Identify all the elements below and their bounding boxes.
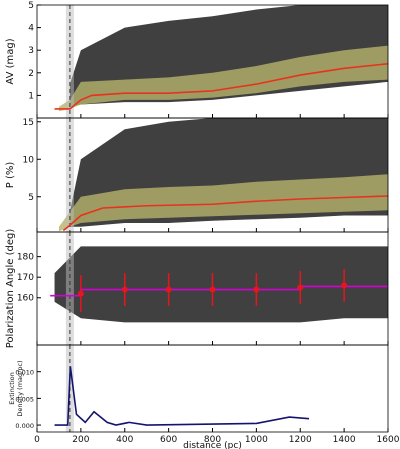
x-tick-label: 0 [34, 435, 40, 445]
line [50, 285, 388, 297]
x-axis-label: distance (pc) [183, 441, 242, 449]
line [54, 366, 310, 426]
x-tick-label: 200 [72, 435, 89, 445]
y-tick-label: 2 [28, 69, 34, 79]
y-tick-label: 170 [17, 273, 34, 283]
y-axis-label: Density (mag/pc) [16, 360, 24, 416]
y-tick-label: 180 [17, 253, 34, 263]
plot-area [58, 118, 388, 232]
plot-area [54, 345, 310, 432]
scatter-cloud [58, 45, 388, 112]
y-axis-label: Polarization Angle (deg) [5, 229, 16, 349]
x-tick-label: 1400 [333, 435, 356, 445]
y-tick-label: 0.010 [15, 369, 34, 377]
y-axis-label: AV (mag) [5, 38, 16, 84]
frame [36, 344, 389, 433]
line [62, 195, 388, 232]
point [341, 282, 348, 289]
x-tick-label: 800 [204, 435, 221, 445]
y-tick-label: 0.000 [15, 422, 34, 430]
plot-area [50, 232, 388, 345]
point [209, 286, 216, 293]
y-axis-label: Extinction [8, 372, 16, 404]
point [121, 286, 128, 293]
plot-area [54, 5, 388, 118]
y-tick-label: 3 [28, 46, 34, 56]
y-tick-label: 4 [28, 24, 34, 34]
y-tick-label: 1 [28, 91, 34, 101]
y-tick-label: 0.005 [15, 395, 34, 403]
y-tick-label: 160 [17, 294, 34, 304]
x-tick-label: 1200 [289, 435, 312, 445]
x-tick-label: 1600 [377, 435, 400, 445]
scatter-cloud [54, 246, 388, 323]
line [54, 62, 388, 110]
x-tick-label: 600 [160, 435, 177, 445]
y-tick-label: 5 [28, 1, 34, 11]
y-tick-label: 5 [28, 193, 34, 203]
y-axis-label: P (%) [5, 162, 16, 189]
y-tick-label: 15 [23, 118, 34, 128]
point [77, 290, 84, 297]
point [165, 286, 172, 293]
x-tick-label: 400 [116, 435, 133, 445]
point [297, 284, 304, 291]
x-tick-label: 1000 [245, 435, 268, 445]
point [253, 286, 260, 293]
y-tick-label: 10 [23, 155, 35, 165]
